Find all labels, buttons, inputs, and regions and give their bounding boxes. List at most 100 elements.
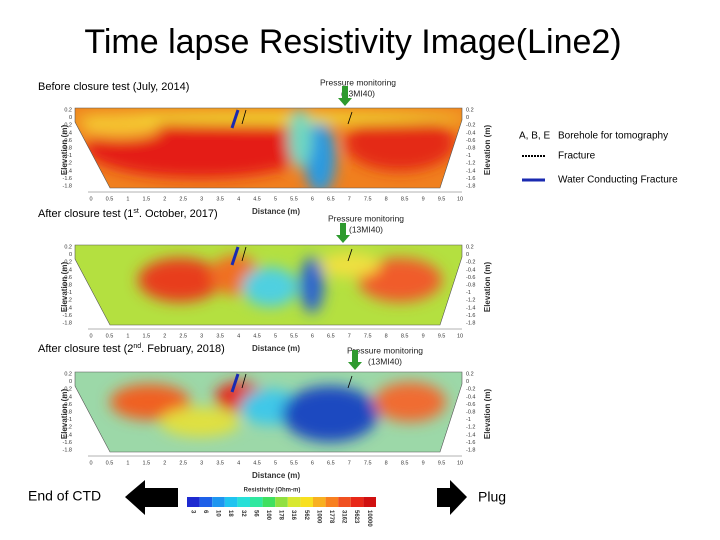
resistivity-blob bbox=[288, 108, 312, 168]
y-tick-label-right: -1.2 bbox=[466, 425, 475, 431]
y-tick-label-right: -0.6 bbox=[466, 138, 475, 144]
y-tick-label: 0 bbox=[69, 115, 72, 121]
x-tick-label: 9 bbox=[422, 333, 425, 339]
x-tick-label: 7.5 bbox=[364, 460, 372, 466]
y-tick-label: -1.4 bbox=[63, 168, 72, 174]
colorbar-title: Resistivity (Ohm-m) bbox=[244, 488, 301, 494]
colorbar-cell bbox=[300, 497, 313, 507]
y-tick-label: -1.2 bbox=[63, 161, 72, 167]
colorbar-cell bbox=[275, 497, 288, 507]
y-axis-label: Elevation (m) bbox=[60, 389, 69, 440]
x-tick-label: 2.5 bbox=[179, 460, 187, 466]
y-tick-label-right: 0.2 bbox=[466, 107, 474, 113]
x-tick-label: 1 bbox=[126, 460, 129, 466]
x-tick-label: 8 bbox=[385, 196, 388, 202]
colorbar-label: 56 bbox=[252, 510, 258, 517]
x-tick-label: 10 bbox=[457, 333, 463, 339]
y-tick-label: -0.4 bbox=[63, 394, 72, 400]
x-tick-label: 3 bbox=[200, 460, 203, 466]
x-tick-label: 0.5 bbox=[106, 460, 114, 466]
fracture bbox=[347, 248, 353, 262]
colorbar-label: 6 bbox=[202, 510, 208, 514]
colorbar-label: 1778 bbox=[328, 510, 334, 524]
x-tick-label: 4.5 bbox=[253, 196, 261, 202]
x-tick-label: 1.5 bbox=[143, 460, 151, 466]
x-tick-label: 5 bbox=[274, 333, 277, 339]
x-tick-label: 9 bbox=[422, 196, 425, 202]
left-arrow-label: End of CTD bbox=[28, 488, 101, 504]
y-tick-label-right: -1.4 bbox=[466, 168, 475, 174]
section-outline bbox=[74, 371, 463, 453]
resistivity-blob bbox=[358, 258, 442, 302]
resistivity-section bbox=[75, 372, 462, 452]
x-tick-label: 3.5 bbox=[216, 196, 224, 202]
y-tick-label-right: -1.4 bbox=[466, 305, 475, 311]
x-tick-label: 2 bbox=[163, 196, 166, 202]
y-tick-label-right: 0 bbox=[466, 252, 469, 258]
y-tick-label-right: -0.6 bbox=[466, 402, 475, 408]
y-axis-label-right: Elevation (m) bbox=[483, 262, 492, 313]
resistivity-blob bbox=[374, 382, 446, 422]
section-outline bbox=[74, 244, 463, 326]
y-tick-label: -0.8 bbox=[63, 145, 72, 151]
y-tick-label-right: -1.4 bbox=[466, 432, 475, 438]
x-tick-label: 1.5 bbox=[143, 333, 151, 339]
y-tick-label: -1.4 bbox=[63, 305, 72, 311]
y-tick-label: -0.2 bbox=[63, 260, 72, 266]
legend-key: A, B, E bbox=[519, 131, 550, 142]
x-tick-label: 8.5 bbox=[401, 333, 409, 339]
x-tick-label: 0.5 bbox=[106, 333, 114, 339]
water-conducting-fracture bbox=[230, 246, 240, 266]
water-conducting-fracture bbox=[230, 373, 240, 393]
x-tick-label: 9.5 bbox=[438, 333, 446, 339]
x-tick-label: 5 bbox=[274, 460, 277, 466]
resistivity-blob bbox=[160, 407, 240, 437]
y-tick-label-right: -1 bbox=[466, 290, 471, 296]
colorbar-cell bbox=[350, 497, 364, 507]
y-tick-label: 0.2 bbox=[64, 244, 72, 250]
x-tick-label: 6 bbox=[311, 460, 314, 466]
monitor-label: (13MI40) bbox=[341, 88, 375, 98]
fracture bbox=[347, 375, 353, 389]
y-tick-label-right: -1.6 bbox=[466, 176, 475, 182]
blobs bbox=[138, 253, 442, 313]
x-tick-label: 0 bbox=[89, 333, 92, 339]
y-axis-label-right: Elevation (m) bbox=[483, 125, 492, 176]
y-axis-label: Elevation (m) bbox=[60, 262, 69, 313]
blobs bbox=[110, 382, 446, 442]
resistivity-blob bbox=[80, 118, 160, 138]
resistivity-blob bbox=[282, 386, 378, 442]
panel-label: After closure test (2nd. February, 2018) bbox=[38, 343, 225, 355]
monitoring-arrow bbox=[336, 223, 350, 243]
y-tick-label-right: 0.2 bbox=[466, 244, 474, 250]
x-tick-label: 8 bbox=[385, 460, 388, 466]
x-tick-label: 10 bbox=[457, 460, 463, 466]
right-arrow-label: Plug bbox=[478, 489, 506, 505]
x-tick-label: 2.5 bbox=[179, 333, 187, 339]
resistivity-blob bbox=[345, 115, 455, 171]
y-tick-label-right: 0 bbox=[466, 115, 469, 121]
label-part: After closure test (1 bbox=[38, 208, 133, 220]
x-tick-label: 6.5 bbox=[327, 333, 335, 339]
colorbar-cell bbox=[363, 497, 376, 507]
x-tick-label: 4.5 bbox=[253, 333, 261, 339]
x-tick-label: 5 bbox=[274, 196, 277, 202]
resistivity-blob bbox=[320, 253, 380, 277]
x-tick-label: 1.5 bbox=[143, 196, 151, 202]
resistivity-blob bbox=[110, 384, 190, 420]
monitor-label: (13MI40) bbox=[368, 356, 402, 366]
x-tick-label: 3.5 bbox=[216, 333, 224, 339]
y-tick-label: -0.4 bbox=[63, 130, 72, 136]
superscript: st bbox=[133, 208, 139, 215]
x-tick-label: 5.5 bbox=[290, 333, 298, 339]
y-tick-label-right: -0.4 bbox=[466, 267, 475, 273]
y-tick-label: -1.4 bbox=[63, 432, 72, 438]
y-tick-label-right: -0.2 bbox=[466, 387, 475, 393]
y-tick-label-right: -1.2 bbox=[466, 298, 475, 304]
y-tick-label-right: -0.2 bbox=[466, 123, 475, 129]
monitor-label: (13MI40) bbox=[349, 224, 383, 234]
colorbar-label: 18 bbox=[227, 510, 233, 517]
x-axis-label: Distance (m) bbox=[252, 344, 300, 353]
colorbar-cell bbox=[224, 497, 238, 507]
y-tick-label: -1 bbox=[67, 417, 72, 423]
